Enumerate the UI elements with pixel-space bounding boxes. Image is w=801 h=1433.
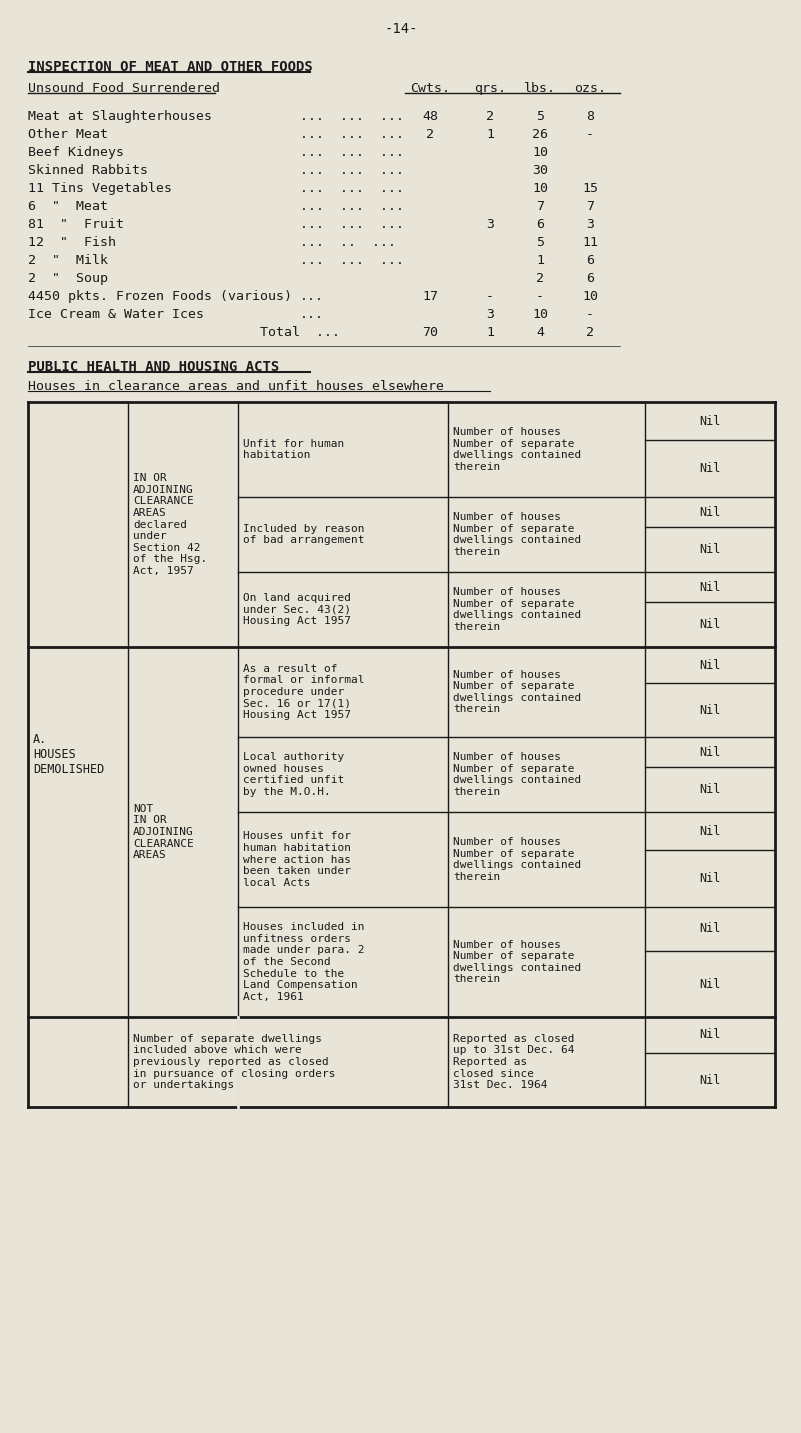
Text: Beef Kidneys: Beef Kidneys [28,146,124,159]
Text: 26: 26 [532,128,548,140]
Text: 3: 3 [486,308,494,321]
Text: Number of houses
Number of separate
dwellings contained
therein: Number of houses Number of separate dwel… [453,752,582,797]
Text: Ice Cream & Water Ices: Ice Cream & Water Ices [28,308,204,321]
Text: As a result of
formal or informal
procedure under
Sec. 16 or 17(1)
Housing Act 1: As a result of formal or informal proced… [243,663,364,721]
Text: 1: 1 [486,128,494,140]
Text: 4: 4 [536,325,544,340]
Text: 2: 2 [426,128,434,140]
Text: Nil: Nil [699,977,721,990]
Text: 10: 10 [532,182,548,195]
Text: On land acquired
under Sec. 43(2)
Housing Act 1957: On land acquired under Sec. 43(2) Housin… [243,593,351,626]
Text: Number of houses
Number of separate
dwellings contained
therein: Number of houses Number of separate dwel… [453,669,582,715]
Text: Other Meat: Other Meat [28,128,108,140]
Text: 1: 1 [536,254,544,267]
Text: NOT
IN OR
ADJOINING
CLEARANCE
AREAS: NOT IN OR ADJOINING CLEARANCE AREAS [133,804,194,860]
Text: 8: 8 [586,110,594,123]
Text: -: - [486,289,494,302]
Text: 6: 6 [586,272,594,285]
Text: 4450 pkts. Frozen Foods (various): 4450 pkts. Frozen Foods (various) [28,289,292,302]
Text: 1: 1 [486,325,494,340]
Text: Houses in clearance areas and unfit houses elsewhere: Houses in clearance areas and unfit hous… [28,380,444,393]
Text: 6: 6 [586,254,594,267]
Text: Cwts.: Cwts. [410,82,450,95]
Text: Nil: Nil [699,659,721,672]
Text: ...  ...  ...: ... ... ... [300,218,404,231]
Text: Nil: Nil [699,506,721,519]
Text: Nil: Nil [699,414,721,427]
Text: ...  ...  ...: ... ... ... [300,146,404,159]
Text: 70: 70 [422,325,438,340]
Text: -: - [586,308,594,321]
Text: ...  ..  ...: ... .. ... [300,236,396,249]
Text: 3: 3 [486,218,494,231]
Text: PUBLIC HEALTH AND HOUSING ACTS: PUBLIC HEALTH AND HOUSING ACTS [28,360,280,374]
Text: 2: 2 [586,325,594,340]
Text: Nil: Nil [699,580,721,593]
Text: 48: 48 [422,110,438,123]
Text: -: - [536,289,544,302]
Text: -14-: -14- [384,21,418,36]
Text: Nil: Nil [699,824,721,837]
Text: Number of houses
Number of separate
dwellings contained
therein: Number of houses Number of separate dwel… [453,940,582,984]
Text: 17: 17 [422,289,438,302]
Text: 7: 7 [586,201,594,214]
Text: Nil: Nil [699,873,721,886]
Text: 5: 5 [536,236,544,249]
Text: 6: 6 [536,218,544,231]
Text: ...  ...  ...: ... ... ... [300,182,404,195]
Text: 11 Tins Vegetables: 11 Tins Vegetables [28,182,172,195]
Text: Number of houses
Number of separate
dwellings contained
therein: Number of houses Number of separate dwel… [453,588,582,632]
Text: INSPECTION OF MEAT AND OTHER FOODS: INSPECTION OF MEAT AND OTHER FOODS [28,60,312,75]
Text: ozs.: ozs. [574,82,606,95]
Text: Nil: Nil [699,782,721,795]
Text: 11: 11 [582,236,598,249]
Text: Number of houses
Number of separate
dwellings contained
therein: Number of houses Number of separate dwel… [453,837,582,881]
Text: Nil: Nil [699,1073,721,1086]
Text: ...  ...  ...: ... ... ... [300,128,404,140]
Text: Nil: Nil [699,618,721,631]
Text: 6  "  Meat: 6 " Meat [28,201,108,214]
Text: Houses included in
unfitness orders
made under para. 2
of the Second
Schedule to: Houses included in unfitness orders made… [243,923,364,1002]
Text: Total  ...: Total ... [260,325,340,340]
Text: 15: 15 [582,182,598,195]
Text: ...  ...  ...: ... ... ... [300,163,404,178]
Text: A.
HOUSES
DEMOLISHED: A. HOUSES DEMOLISHED [33,734,104,777]
Text: Unsound Food Surrendered: Unsound Food Surrendered [28,82,220,95]
Text: 12  "  Fish: 12 " Fish [28,236,116,249]
Text: ...  ...  ...: ... ... ... [300,201,404,214]
Text: 7: 7 [536,201,544,214]
Text: Nil: Nil [699,1029,721,1042]
Text: qrs.: qrs. [474,82,506,95]
Text: Included by reason
of bad arrangement: Included by reason of bad arrangement [243,523,364,546]
Text: Local authority
owned houses
certified unfit
by the M.O.H.: Local authority owned houses certified u… [243,752,344,797]
Text: lbs.: lbs. [524,82,556,95]
Text: Nil: Nil [699,923,721,936]
Text: Number of houses
Number of separate
dwellings contained
therein: Number of houses Number of separate dwel… [453,427,582,471]
Text: IN OR
ADJOINING
CLEARANCE
AREAS
declared
under
Section 42
of the Hsg.
Act, 1957: IN OR ADJOINING CLEARANCE AREAS declared… [133,473,207,576]
Text: 2  "  Milk: 2 " Milk [28,254,108,267]
Text: 2: 2 [536,272,544,285]
Text: 2  "  Soup: 2 " Soup [28,272,108,285]
Text: Nil: Nil [699,543,721,556]
Text: 10: 10 [532,146,548,159]
Text: 10: 10 [532,308,548,321]
Text: 81  "  Fruit: 81 " Fruit [28,218,124,231]
Text: Number of separate dwellings
included above which were
previously reported as cl: Number of separate dwellings included ab… [133,1033,336,1091]
Text: Nil: Nil [699,461,721,474]
Text: 3: 3 [586,218,594,231]
Text: 5: 5 [536,110,544,123]
Text: ...  ...  ...: ... ... ... [300,254,404,267]
Text: Reported as closed
up to 31st Dec. 64
Reported as
closed since
31st Dec. 1964: Reported as closed up to 31st Dec. 64 Re… [453,1033,574,1091]
Text: Number of houses
Number of separate
dwellings contained
therein: Number of houses Number of separate dwel… [453,512,582,557]
Text: Meat at Slaughterhouses: Meat at Slaughterhouses [28,110,212,123]
Text: Houses unfit for
human habitation
where action has
been taken under
local Acts: Houses unfit for human habitation where … [243,831,351,887]
Text: Nil: Nil [699,704,721,716]
Text: ...: ... [300,289,324,302]
Text: 10: 10 [582,289,598,302]
Text: Nil: Nil [699,745,721,758]
Text: ...: ... [300,308,324,321]
Text: 30: 30 [532,163,548,178]
Text: Skinned Rabbits: Skinned Rabbits [28,163,148,178]
Text: 2: 2 [486,110,494,123]
Text: ...  ...  ...: ... ... ... [300,110,404,123]
